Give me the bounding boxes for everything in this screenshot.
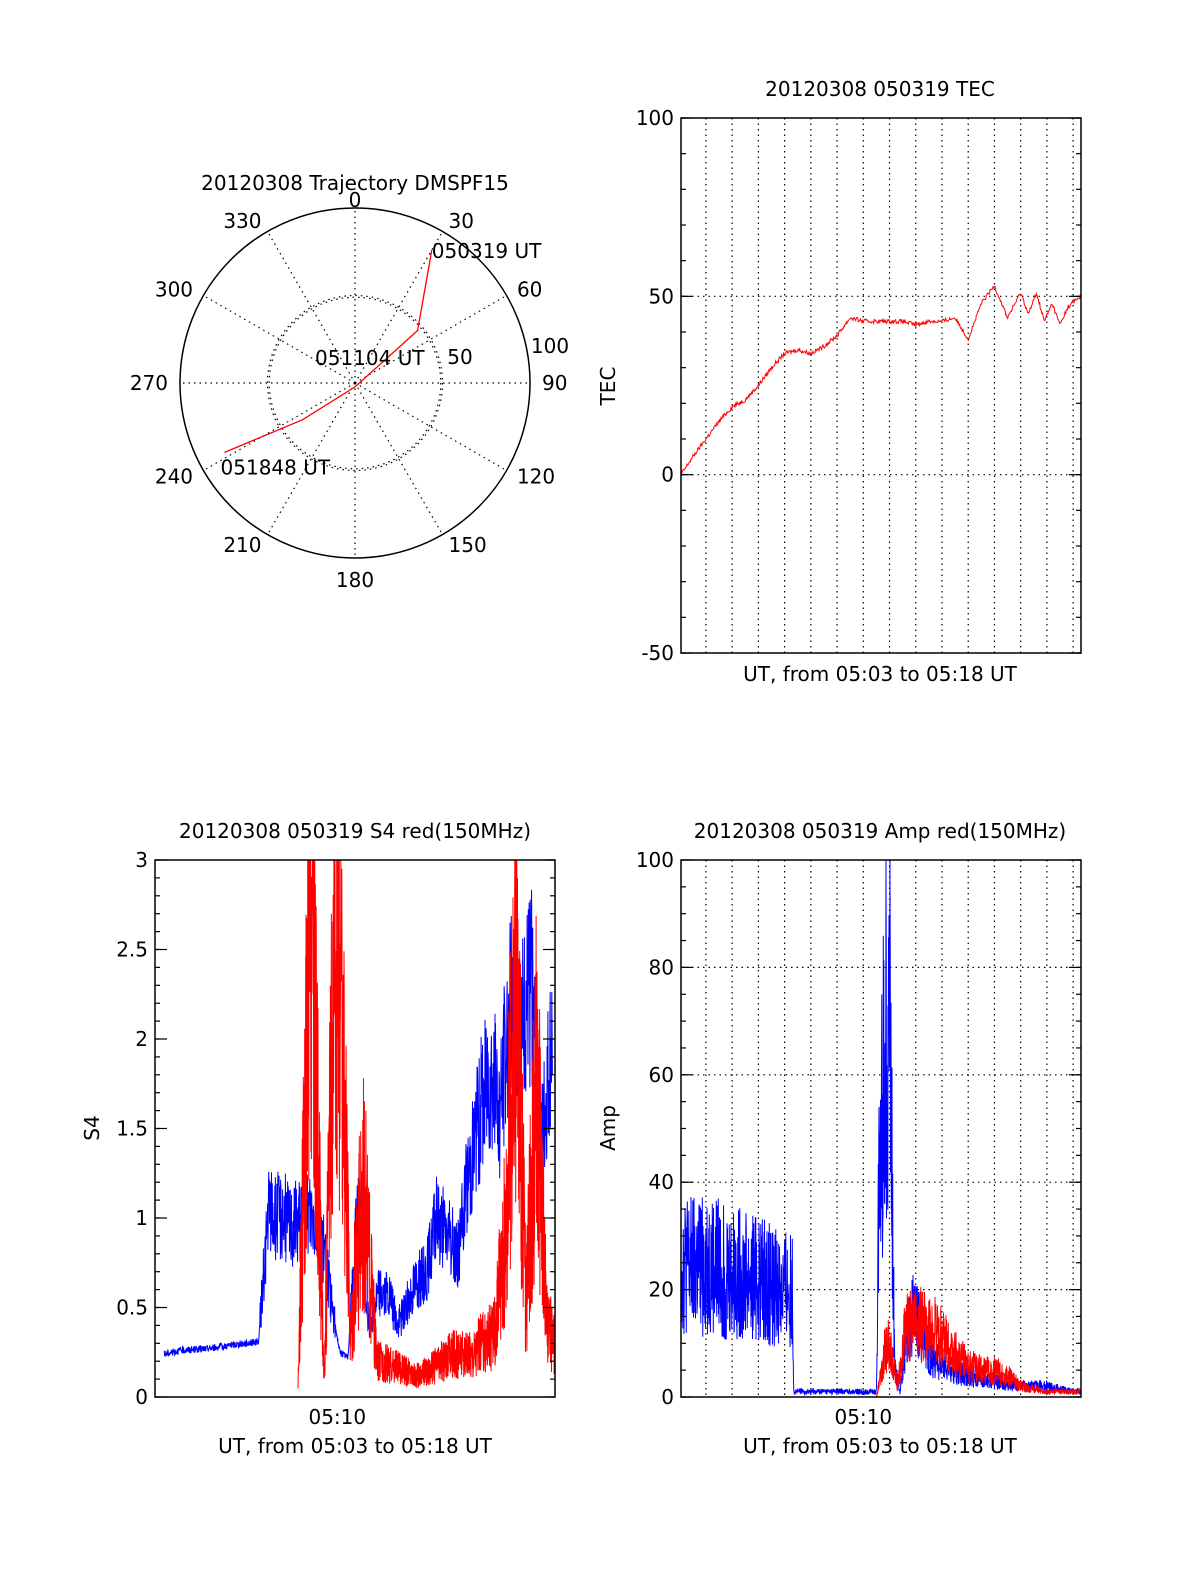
ytick-label: 2 <box>135 1027 148 1051</box>
polar-angle-label: 150 <box>449 533 487 557</box>
ytick-label: 50 <box>649 284 674 308</box>
ytick-label: 100 <box>636 106 674 130</box>
amp-title: 20120308 050319 Amp red(150MHz) <box>694 819 1066 843</box>
tec-chart: 20120308 050319 TEC -50 0 50 100 UT, from 0… <box>596 77 1082 686</box>
amp-xlabel: UT, from 05:03 to 05:18 UT <box>743 1434 1018 1458</box>
s4-chart: 20120308 050319 S4 red(150MHz) 0 0.5 1 1.5 2… <box>80 819 556 1458</box>
series-line-0 <box>680 859 1082 1397</box>
s4-ylabel: S4 <box>80 1115 104 1140</box>
ytick-label: 1.5 <box>116 1117 148 1141</box>
s4-xlabel: UT, from 05:03 to 05:18 UT <box>218 1434 493 1458</box>
polar-angle-label: 330 <box>223 209 261 233</box>
polar-ring-50 <box>266 294 444 472</box>
polar-angle-label: 240 <box>155 465 193 489</box>
polar-angle-label: 300 <box>155 278 193 302</box>
polar-track-line <box>224 249 433 453</box>
tec-title: 20120308 050319 TEC <box>765 77 995 101</box>
polar-radial-label: 50 <box>447 345 472 369</box>
polar-angle-label: 0 <box>349 188 362 212</box>
polar-angle-label: 90 <box>542 371 567 395</box>
polar-angle-label: 30 <box>449 209 474 233</box>
ytick-label: -50 <box>641 641 674 665</box>
polar-track-label: 051104 UT <box>315 346 425 370</box>
ytick-label: 40 <box>649 1170 674 1194</box>
polar-angle-label: 120 <box>517 465 555 489</box>
ytick-label: 80 <box>649 955 674 979</box>
ytick-label: 100 <box>636 848 674 872</box>
polar-trajectory-chart: 20120308 Trajectory DMSPF15 0 30 60 90 120 15… <box>130 171 569 592</box>
polar-radial-label: 100 <box>531 334 569 358</box>
ytick-label: 60 <box>649 1063 674 1087</box>
amp-chart: 20120308 050319 Amp red(150MHz) 0 20 40 60 8… <box>596 819 1082 1458</box>
series-line-1 <box>297 859 556 1389</box>
polar-angle-label: 210 <box>223 533 261 557</box>
ytick-label: 0 <box>661 1385 674 1409</box>
xtick-label: 05:10 <box>834 1405 892 1429</box>
series-line-0 <box>163 889 553 1360</box>
s4-title: 20120308 050319 S4 red(150MHz) <box>179 819 531 843</box>
polar-outer-ring <box>179 207 531 559</box>
ytick-label: 0.5 <box>116 1296 148 1320</box>
polar-angle-label: 180 <box>336 568 374 592</box>
ytick-label: 1 <box>135 1206 148 1230</box>
polar-spoke-150 <box>354 382 444 535</box>
polar-spoke-120 <box>354 382 507 472</box>
polar-track-label: 050319 UT <box>432 239 542 263</box>
ytick-label: 0 <box>135 1385 148 1409</box>
polar-ring-inner <box>268 296 442 470</box>
xtick-label: 05:10 <box>308 1405 366 1429</box>
ytick-label: 20 <box>649 1278 674 1302</box>
ytick-label: 2.5 <box>116 938 148 962</box>
tec-plot-frame <box>680 117 1082 654</box>
polar-angle-label: 60 <box>517 278 542 302</box>
polar-angle-label: 270 <box>130 371 168 395</box>
tec-ylabel: TEC <box>596 367 620 407</box>
polar-track-label: 051848 UT <box>221 455 331 479</box>
polar-title: 20120308 Trajectory DMSPF15 <box>201 171 509 195</box>
series-line-0 <box>680 285 1082 475</box>
amp-ylabel: Amp <box>596 1105 620 1151</box>
tec-xlabel: UT, from 05:03 to 05:18 UT <box>743 662 1018 686</box>
ytick-label: 3 <box>135 848 148 872</box>
ytick-label: 0 <box>661 463 674 487</box>
